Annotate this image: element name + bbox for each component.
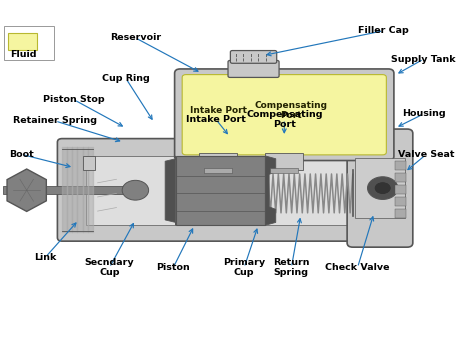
Bar xyxy=(395,185,406,194)
Circle shape xyxy=(367,177,398,200)
FancyBboxPatch shape xyxy=(57,138,388,241)
Bar xyxy=(3,186,136,195)
Text: Link: Link xyxy=(35,252,57,262)
FancyBboxPatch shape xyxy=(228,60,279,77)
Text: Compensating
Port: Compensating Port xyxy=(246,110,322,129)
Text: Compensating
Port: Compensating Port xyxy=(255,101,328,120)
Polygon shape xyxy=(7,169,46,212)
Text: Intake Port: Intake Port xyxy=(186,115,246,124)
Bar xyxy=(395,197,406,206)
FancyBboxPatch shape xyxy=(8,33,36,50)
Text: Fluid: Fluid xyxy=(10,50,36,59)
Text: Primary
Cup: Primary Cup xyxy=(223,258,265,277)
Text: Check Valve: Check Valve xyxy=(325,263,390,272)
FancyBboxPatch shape xyxy=(174,69,394,160)
Text: Intake Port: Intake Port xyxy=(190,106,246,115)
Bar xyxy=(175,156,265,225)
Text: Reservoir: Reservoir xyxy=(110,33,161,42)
Polygon shape xyxy=(265,156,276,225)
Bar xyxy=(395,209,406,218)
Bar xyxy=(270,168,299,173)
Text: Cup Ring: Cup Ring xyxy=(102,74,150,83)
Bar xyxy=(265,153,303,170)
Text: Retainer Spring: Retainer Spring xyxy=(13,116,97,125)
FancyBboxPatch shape xyxy=(4,26,54,60)
Circle shape xyxy=(122,180,149,200)
Bar xyxy=(83,156,95,170)
Text: Valve Seat: Valve Seat xyxy=(398,150,454,159)
Polygon shape xyxy=(165,156,175,225)
Circle shape xyxy=(374,182,391,195)
Text: Return
Spring: Return Spring xyxy=(273,258,310,277)
FancyBboxPatch shape xyxy=(347,129,413,247)
Bar xyxy=(395,161,406,170)
Text: Housing: Housing xyxy=(402,109,446,118)
FancyBboxPatch shape xyxy=(182,75,386,155)
Text: Secndary
Cup: Secndary Cup xyxy=(84,258,134,277)
Text: Boot: Boot xyxy=(9,150,34,159)
Bar xyxy=(199,153,237,170)
Bar xyxy=(395,173,406,182)
Text: Filler Cap: Filler Cap xyxy=(358,26,409,35)
Bar xyxy=(86,156,350,225)
Bar xyxy=(204,168,232,173)
FancyBboxPatch shape xyxy=(230,50,277,63)
Text: Piston Stop: Piston Stop xyxy=(43,95,105,104)
Bar xyxy=(355,158,405,218)
Text: Supply Tank: Supply Tank xyxy=(392,55,456,64)
Text: Piston: Piston xyxy=(156,263,190,272)
